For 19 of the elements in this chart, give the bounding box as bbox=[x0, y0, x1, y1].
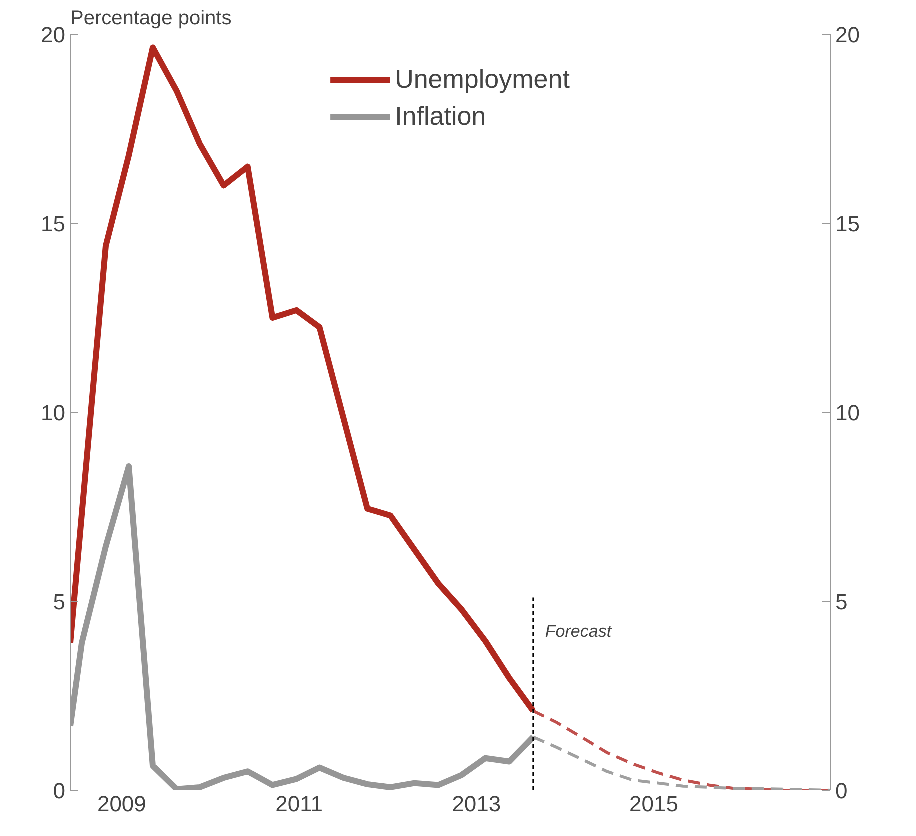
y-tick-label: 20 bbox=[41, 22, 66, 48]
y-axis-title: Percentage points bbox=[70, 8, 232, 30]
ref-line-label: Forecast bbox=[545, 622, 613, 642]
y2-tick-label: 5 bbox=[836, 590, 848, 614]
y-tick-label: 5 bbox=[53, 590, 66, 614]
y2-tick-label: 20 bbox=[836, 22, 860, 48]
x-tick-label: 2015 bbox=[630, 792, 679, 816]
y2-tick-label: 15 bbox=[836, 212, 860, 236]
legend-label: Inflation bbox=[395, 101, 486, 132]
x-tick-label: 2011 bbox=[276, 792, 323, 816]
x-tick-label: 2013 bbox=[452, 792, 502, 816]
y-tick-label: 15 bbox=[41, 212, 66, 236]
x-tick-label: 2009 bbox=[97, 792, 146, 816]
line-series bbox=[532, 710, 830, 790]
y2-tick-label: 0 bbox=[836, 778, 848, 804]
y-tick-label: 10 bbox=[41, 400, 66, 426]
y2-tick-label: 10 bbox=[836, 400, 860, 426]
y-tick-label: 0 bbox=[53, 778, 66, 804]
legend-label: Unemployment bbox=[395, 64, 570, 95]
